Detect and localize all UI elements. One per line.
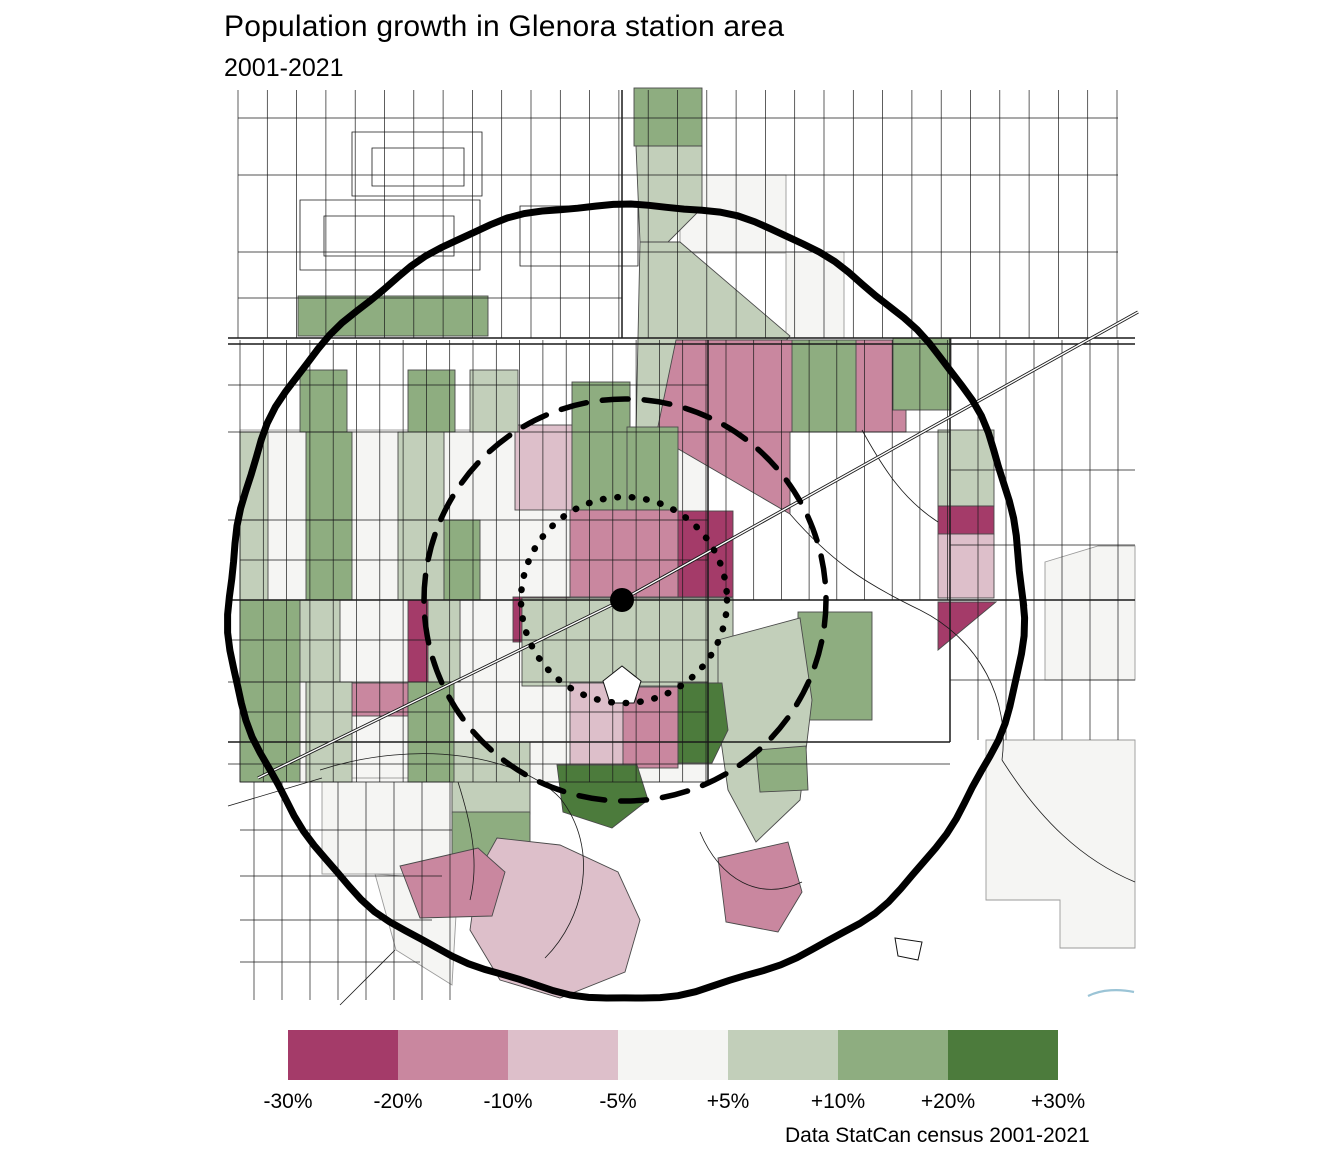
street-path [919, 609, 1004, 761]
traffic-circle [602, 665, 642, 704]
parcel-p10 [791, 339, 857, 433]
inner-ring-dotted [517, 493, 731, 707]
parcel-p10 [407, 681, 455, 783]
parcel-p10 [297, 295, 489, 337]
street-path [457, 781, 475, 901]
parcel-n0 [985, 739, 1136, 949]
page-title: Population growth in Glenora station are… [224, 10, 785, 43]
parcel-p5 [469, 369, 519, 433]
title-block: Population growth in Glenora station are… [224, 10, 784, 83]
parcel-p5 [717, 617, 813, 843]
parcel-m10 [514, 424, 573, 511]
parcel-p5 [305, 681, 353, 783]
parcel-p5 [937, 429, 995, 507]
parcel-p10 [407, 369, 456, 433]
parcel-p10 [755, 745, 809, 793]
street-path [351, 131, 483, 197]
street-path [299, 199, 481, 271]
parcel-p5 [299, 599, 341, 683]
parcel-p5 [451, 741, 531, 815]
water-line [1087, 989, 1135, 997]
parcel-m20 [399, 847, 506, 919]
parcel-p10 [239, 599, 301, 683]
parcel-p5 [427, 599, 461, 683]
parcel-p10 [299, 369, 348, 433]
parcel-n0 [785, 251, 845, 339]
street-path [544, 797, 584, 959]
parcel-p20 [677, 682, 729, 764]
street-path [1001, 759, 1136, 883]
page-subtitle: 2001-2021 [224, 54, 344, 82]
street-path [699, 831, 803, 890]
parcel-p10 [633, 87, 703, 147]
street-path [227, 777, 323, 807]
parcel-p10 [892, 337, 952, 411]
parcel-m20 [569, 509, 679, 598]
street-path [371, 147, 465, 187]
street-path [789, 513, 921, 611]
street-path [323, 215, 455, 257]
small-lot [894, 937, 923, 961]
station-point [610, 588, 634, 612]
parcel-m30 [937, 601, 998, 651]
parcel-p10 [305, 431, 353, 521]
parcel-m10 [937, 533, 995, 599]
outer-ring-solid [224, 200, 1029, 1002]
parcel-m20 [717, 841, 803, 933]
parcel-m30 [937, 505, 995, 535]
parcel-p5 [635, 145, 703, 243]
parcel-p20 [556, 764, 649, 829]
middle-ring-dashed [421, 396, 829, 804]
street-path [339, 949, 396, 1006]
street-path [861, 429, 939, 523]
parcel-p5 [397, 431, 445, 521]
